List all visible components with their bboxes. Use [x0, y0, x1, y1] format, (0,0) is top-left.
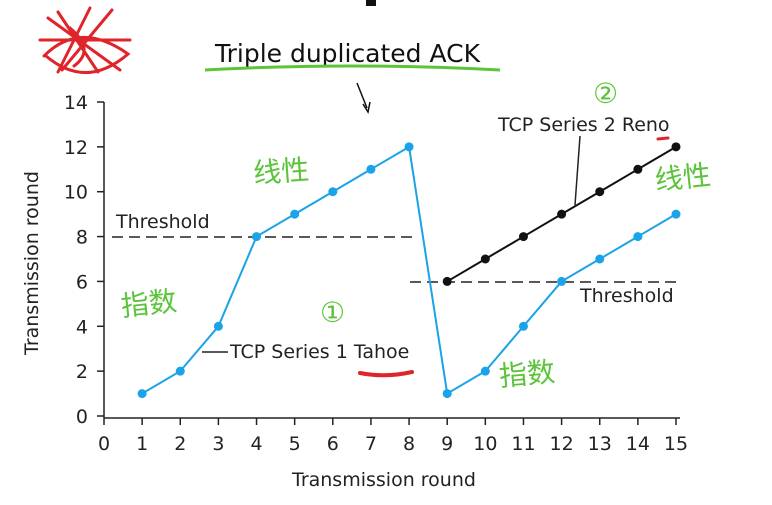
x-axis-title: Transmission round	[291, 469, 476, 491]
red-ink-underline	[358, 370, 414, 378]
series-1-point	[671, 209, 681, 219]
x-tick-label: 2	[174, 433, 186, 455]
series-2-point	[595, 187, 605, 197]
series-layer	[137, 142, 681, 399]
y-axis-ticks: 0 2 4 6 8 10 12 14	[64, 92, 104, 428]
reno-label-leader	[574, 135, 581, 206]
y-axis-title: Transmission round	[21, 171, 43, 356]
series-2-point	[557, 209, 567, 219]
series-1-point	[404, 142, 414, 152]
series-2-point	[671, 142, 681, 152]
reno-series-label: TCP Series 2 Reno	[497, 114, 670, 136]
series-1-point	[213, 321, 223, 331]
series-1-point	[595, 254, 605, 264]
series-1-point	[480, 366, 490, 376]
handwritten-note-exp-2: 指数	[498, 355, 557, 393]
x-tick-label: 7	[365, 433, 377, 455]
title-green-underline	[204, 64, 501, 72]
handwritten-note-exp-1: 指数	[119, 284, 178, 323]
x-tick-label: 12	[550, 433, 574, 455]
series-2-point	[633, 164, 643, 174]
x-tick-label: 10	[473, 433, 497, 455]
y-tick-label: 12	[64, 137, 88, 159]
y-tick-label: 2	[76, 361, 88, 383]
x-tick-label: 9	[441, 433, 453, 455]
x-tick-label: 4	[250, 433, 262, 455]
x-tick-label: 15	[664, 433, 688, 455]
handwritten-note-two: ②	[593, 77, 618, 110]
series-1-point	[328, 187, 338, 197]
x-axis-ticks: 0 1 2 3 4 5 6 7 8 9 10 11 12 13 14 15	[98, 418, 688, 455]
threshold-label-1: Threshold	[115, 211, 210, 233]
series-1-point	[366, 164, 376, 174]
series-1-point	[290, 209, 300, 219]
threshold-label-2: Threshold	[579, 285, 674, 307]
x-tick-label: 1	[136, 433, 148, 455]
red-ink-tick	[656, 136, 670, 141]
x-tick-label: 5	[289, 433, 301, 455]
y-tick-label: 0	[76, 406, 88, 428]
title-arrow	[356, 82, 371, 114]
x-tick-label: 6	[327, 433, 339, 455]
y-tick-label: 10	[64, 182, 88, 204]
axes	[103, 102, 680, 419]
series-2-point	[442, 276, 452, 286]
x-tick-label: 11	[511, 433, 535, 455]
series-1-point	[518, 321, 528, 331]
x-tick-label: 14	[626, 433, 650, 455]
handwritten-note-linear-1: 线性	[252, 153, 310, 190]
series-1-point	[137, 389, 147, 399]
x-tick-label: 3	[212, 433, 224, 455]
y-tick-label: 8	[76, 227, 88, 249]
x-tick-label: 8	[403, 433, 415, 455]
series-1-point	[633, 232, 643, 242]
chart-title: Triple duplicated ACK	[214, 39, 481, 68]
series-1-point	[557, 276, 567, 286]
series-1-point	[442, 389, 452, 399]
y-tick-label: 4	[76, 316, 88, 338]
y-tick-label: 14	[64, 92, 88, 114]
tahoe-series-label: TCP Series 1 Tahoe	[229, 341, 409, 363]
x-tick-label: 13	[588, 433, 612, 455]
series-1-point	[252, 232, 262, 242]
series-1-point	[175, 366, 185, 376]
series-2-point	[480, 254, 490, 264]
x-tick-label: 0	[98, 433, 110, 455]
handwritten-note-linear-2: 线性	[653, 158, 712, 197]
handwritten-note-one: ①	[320, 296, 345, 329]
cropped-heading-fragment	[366, 0, 376, 6]
red-scribble-mark	[38, 6, 132, 74]
y-tick-label: 6	[76, 271, 88, 293]
series-2-point	[518, 232, 528, 242]
